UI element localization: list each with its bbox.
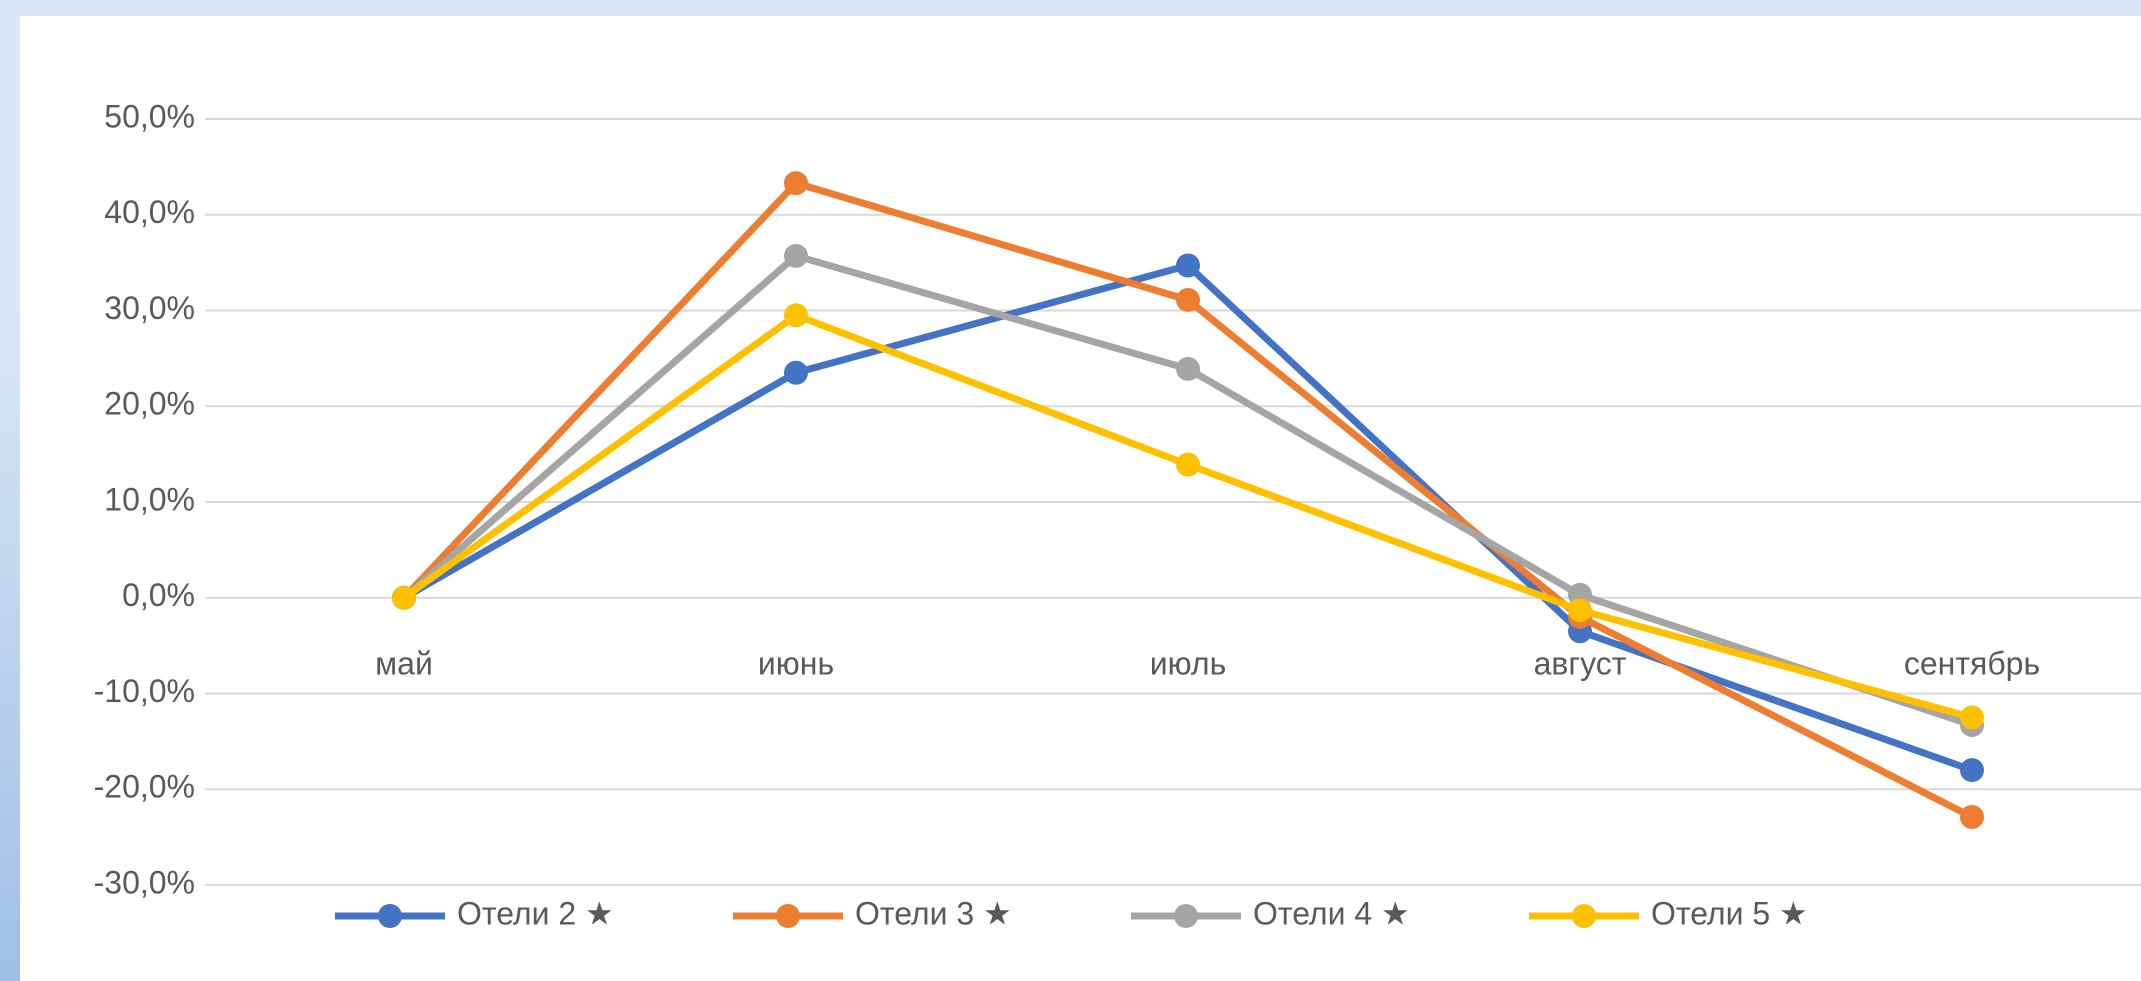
marker	[1960, 758, 1984, 783]
legend-marker	[378, 904, 402, 928]
marker	[784, 303, 808, 328]
marker	[784, 360, 808, 385]
x-tick-label: июль	[1150, 645, 1227, 681]
marker	[1176, 253, 1200, 278]
y-tick-label: 40,0%	[104, 194, 195, 230]
marker	[1960, 805, 1984, 830]
x-tick-label: июнь	[758, 645, 834, 681]
legend-label: Отели 3 ★	[855, 895, 1012, 931]
y-tick-label: 20,0%	[104, 386, 195, 422]
y-tick-label: -20,0%	[94, 769, 195, 805]
y-tick-label: 10,0%	[104, 481, 195, 517]
x-tick-label: август	[1534, 645, 1627, 681]
marker	[1960, 705, 1984, 730]
x-tick-label: сентябрь	[1904, 645, 2040, 681]
side-strip	[0, 300, 20, 981]
legend-label: Отели 4 ★	[1253, 895, 1410, 931]
marker	[1176, 452, 1200, 477]
legend-label: Отели 5 ★	[1651, 895, 1808, 931]
legend-marker	[1572, 904, 1596, 928]
marker	[1176, 356, 1200, 381]
marker	[784, 243, 808, 268]
y-tick-label: 0,0%	[122, 577, 195, 613]
legend-marker	[1174, 904, 1198, 928]
y-tick-label: 30,0%	[104, 290, 195, 326]
legend-label: Отели 2 ★	[457, 895, 614, 931]
marker	[392, 585, 416, 610]
y-tick-label: -30,0%	[94, 864, 195, 900]
y-tick-label: -10,0%	[94, 673, 195, 709]
marker	[1568, 598, 1592, 623]
y-tick-label: 50,0%	[104, 98, 195, 134]
marker	[784, 171, 808, 196]
x-tick-label: май	[375, 645, 433, 681]
plot-panel	[20, 16, 2141, 981]
legend-marker	[776, 904, 800, 928]
marker	[1176, 287, 1200, 312]
